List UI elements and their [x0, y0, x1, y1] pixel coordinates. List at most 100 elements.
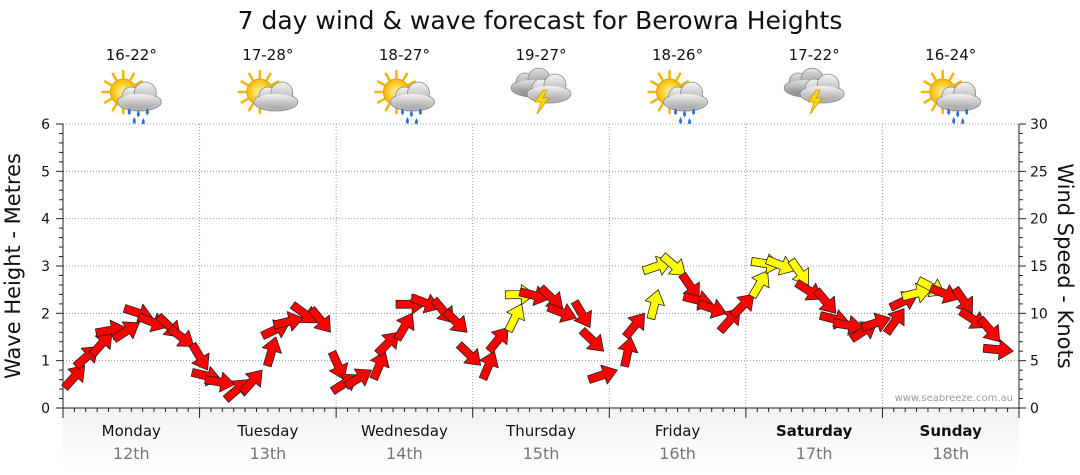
date-label: 17th	[796, 444, 833, 463]
watermark: www.seabreeze.com.au	[895, 393, 1013, 404]
wind-arrow	[485, 327, 509, 354]
y-axis-left-label: Wave Height - Metres	[1, 153, 25, 379]
wind-arrow	[289, 301, 318, 324]
thunderstorm-icon	[510, 67, 572, 115]
sun-cloud-rain-icon	[101, 69, 162, 125]
sun-cloud-rain-icon	[647, 69, 708, 125]
y-left-tick-label: 0	[41, 401, 50, 417]
wind-arrow	[455, 341, 482, 366]
temperature-range: 19-27°	[515, 46, 566, 64]
wind-arrow	[308, 306, 331, 333]
y-left-tick-label: 6	[41, 117, 50, 133]
wind-arrow	[832, 315, 864, 336]
wind-arrow	[578, 327, 604, 352]
wind-arrow	[765, 255, 796, 276]
wind-arrow	[928, 284, 960, 304]
wind-arrow	[111, 321, 140, 343]
wind-arrow	[188, 341, 210, 371]
y-right-tick-label: 0	[1030, 401, 1039, 417]
wind-arrow	[787, 257, 810, 286]
wind-arrow	[374, 331, 400, 357]
wind-arrow	[61, 365, 86, 391]
date-label: 16th	[659, 444, 696, 463]
wind-arrow	[813, 287, 837, 314]
wind-arrow	[393, 312, 415, 342]
wind-arrow	[204, 371, 236, 393]
thunderstorm-icon	[783, 67, 845, 115]
gridlines	[63, 123, 1019, 408]
wind-arrow	[644, 289, 665, 321]
wind-arrow	[729, 294, 755, 319]
date-label: 18th	[932, 444, 969, 463]
wind-arrow	[617, 336, 639, 368]
y-right-tick-label: 30	[1030, 117, 1048, 133]
day-label: Tuesday	[236, 422, 298, 440]
wind-arrow	[900, 282, 932, 304]
temperature-range: 17-28°	[242, 46, 293, 64]
wind-arrow	[659, 252, 686, 276]
temperature-range: 16-24°	[925, 46, 976, 64]
wind-arrow	[570, 299, 592, 328]
wind-arrow	[622, 312, 645, 340]
day-label: Friday	[655, 422, 701, 440]
temperature-range: 17-22°	[789, 46, 840, 64]
day-label: Sunday	[920, 422, 983, 440]
temperature-range: 18-27°	[379, 46, 430, 64]
chart-title: 7 day wind & wave forecast for Berowra H…	[238, 6, 843, 35]
wind-arrow	[696, 298, 727, 319]
wind-arrow	[442, 308, 468, 333]
wind-arrow	[261, 336, 282, 368]
date-label: 14th	[386, 444, 423, 463]
y-left-tick-label: 2	[41, 306, 50, 322]
day-label: Wednesday	[361, 422, 448, 440]
wind-arrow	[238, 369, 263, 396]
axes: 0 1 2 3 4 5 6 0 5 10 15 20 25 30 Monday 12th Tuesday 13th…	[41, 117, 1048, 463]
day-label: Monday	[102, 422, 161, 440]
daily-temperatures: 16-22° 17-28° 18-27° 19-27° 18-26° 17-22° 16-2…	[106, 46, 977, 64]
y-right-tick-label: 10	[1030, 306, 1048, 322]
y-left-tick-label: 1	[41, 354, 50, 370]
weather-icons	[101, 67, 982, 125]
day-label: Thursday	[505, 422, 576, 440]
x-axis-strip	[63, 408, 1019, 470]
wind-arrow	[88, 331, 113, 358]
wind-arrow	[951, 286, 973, 314]
wind-arrow	[222, 379, 249, 403]
wind-arrow	[343, 368, 372, 390]
sun-cloud-icon	[237, 69, 299, 115]
date-label: 13th	[249, 444, 286, 463]
wind-arrow	[409, 293, 441, 314]
wind-arrow	[860, 312, 891, 333]
y-left-tick-label: 5	[41, 164, 50, 180]
y-left-tick-label: 4	[41, 212, 50, 228]
wind-arrows	[61, 252, 1014, 403]
wind-arrow	[976, 315, 1001, 343]
y-right-tick-label: 25	[1030, 164, 1048, 180]
wind-arrow	[587, 364, 618, 385]
wind-arrow	[369, 350, 390, 381]
wind-arrow	[537, 284, 564, 309]
sun-cloud-rain-icon	[920, 69, 982, 125]
y-right-tick-label: 20	[1030, 212, 1048, 228]
date-label: 15th	[523, 444, 560, 463]
day-label: Saturday	[776, 422, 853, 440]
wind-arrow	[678, 271, 700, 300]
y-left-tick-label: 3	[41, 259, 50, 275]
temperature-range: 16-22°	[106, 46, 157, 64]
temperature-range: 18-26°	[652, 46, 703, 64]
wind-arrow	[478, 350, 499, 381]
wind-arrow	[167, 324, 195, 347]
y-axis-right-label: Wind Speed - Knots	[1053, 163, 1077, 368]
wind-arrow	[546, 303, 577, 323]
date-label: 12th	[113, 444, 150, 463]
wind-arrow	[982, 339, 1014, 361]
wind-arrow	[883, 308, 905, 336]
wind-arrow	[272, 311, 304, 332]
wind-arrow	[748, 270, 770, 299]
wind-arrow	[328, 350, 349, 380]
y-right-tick-label: 5	[1030, 354, 1039, 370]
sun-cloud-rain-icon	[374, 69, 435, 125]
wind-arrow	[504, 303, 525, 333]
y-right-tick-label: 15	[1030, 259, 1048, 275]
